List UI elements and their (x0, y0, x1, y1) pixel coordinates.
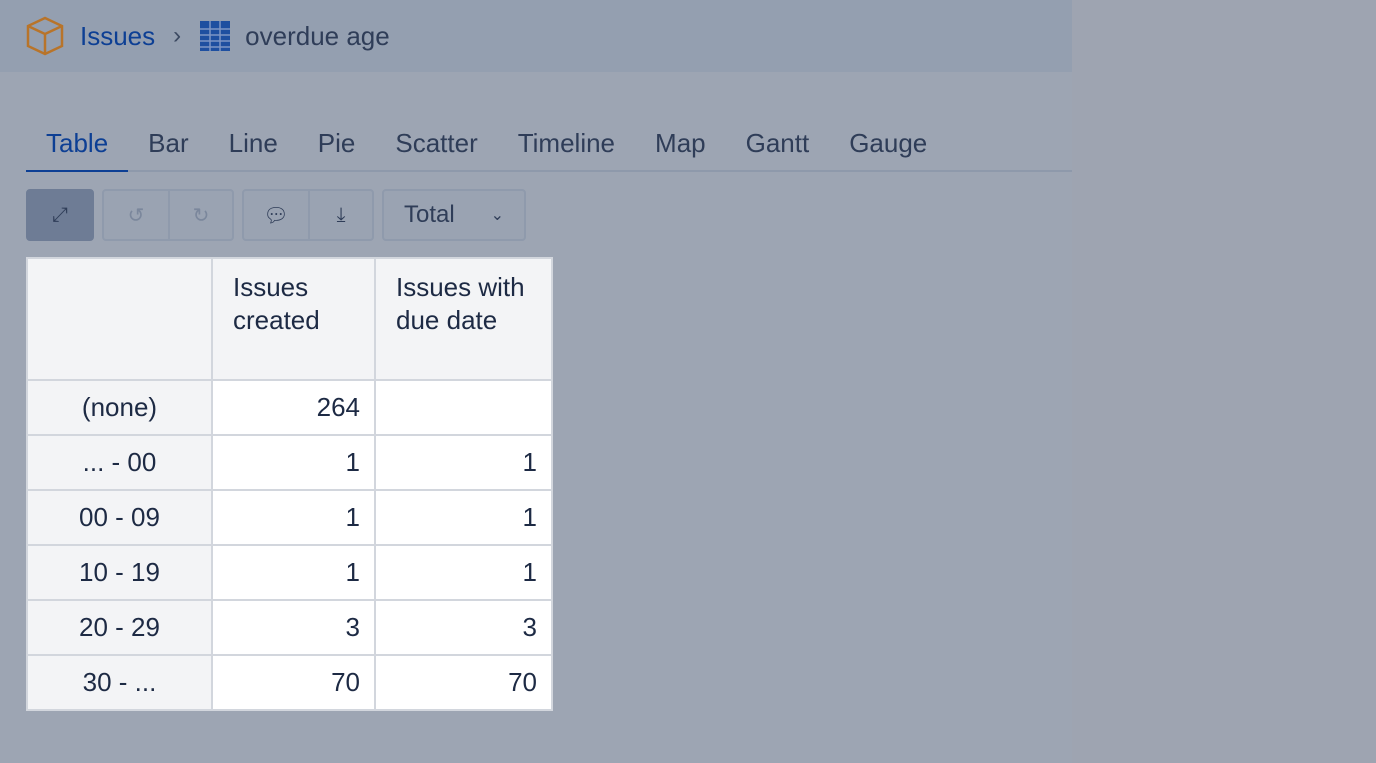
chevron-down-icon: ⌄ (490, 207, 504, 224)
cell-created: 1 (211, 489, 376, 546)
total-dropdown[interactable]: Total ⌄ (382, 189, 526, 241)
header-corner (26, 257, 213, 381)
tab-table[interactable]: Table (26, 124, 129, 172)
tab-gantt[interactable]: Gantt (745, 128, 810, 158)
cell-created: 1 (211, 434, 376, 491)
row-label[interactable]: 10 - 19 (26, 544, 213, 601)
dropdown-value: Total (404, 201, 455, 228)
row-label[interactable]: 00 - 09 (26, 489, 213, 546)
redo-button[interactable]: ↻ (168, 191, 232, 239)
cell-created: 3 (211, 599, 376, 656)
table-row: (none) 264 (26, 379, 553, 436)
row-label[interactable]: ... - 00 (26, 434, 213, 491)
chevron-right-icon: › (173, 22, 182, 49)
cell-created: 264 (211, 379, 376, 436)
tab-scatter[interactable]: Scatter (395, 128, 478, 158)
download-button[interactable]: ⤓ (308, 191, 372, 239)
tab-timeline[interactable]: Timeline (517, 128, 616, 158)
main-area: Issues › overdue age Table Bar Line Pie … (0, 0, 1072, 711)
cell-due: 1 (374, 544, 553, 601)
table-row: 10 - 19 1 1 (26, 544, 553, 601)
row-label[interactable]: 30 - ... (26, 654, 213, 711)
tab-map[interactable]: Map (655, 128, 706, 158)
tab-bar[interactable]: Bar (148, 128, 189, 158)
report-title: overdue age (245, 20, 390, 51)
row-label[interactable]: 20 - 29 (26, 599, 213, 656)
cell-created: 1 (211, 544, 376, 601)
header-issues-due[interactable]: Issues with due date (374, 257, 553, 381)
cell-due: 1 (374, 434, 553, 491)
table-row: 00 - 09 1 1 (26, 489, 553, 546)
table-icon (200, 21, 231, 51)
row-label[interactable]: (none) (26, 379, 213, 436)
comment-button[interactable]: 💬︎ (263, 204, 289, 227)
tab-gauge[interactable]: Gauge (849, 128, 928, 158)
table-row: ... - 00 1 1 (26, 434, 553, 491)
table-row: 30 - ... 70 70 (26, 654, 553, 711)
view-tabs: Table Bar Line Pie Scatter Timeline Map … (26, 124, 1072, 172)
cell-due: 3 (374, 599, 553, 656)
undo-button[interactable]: ↺ (127, 204, 145, 227)
cell-due: 1 (374, 489, 553, 546)
expand-icon: ⤢ (52, 203, 68, 226)
header: Issues › overdue age (0, 0, 1072, 72)
tab-line[interactable]: Line (228, 128, 278, 158)
table-row: 20 - 29 3 3 (26, 599, 553, 656)
cell-due: 70 (374, 654, 553, 711)
data-table: Issues created Issues with due date (non… (26, 257, 553, 711)
header-issues-created[interactable]: Issues created (211, 257, 376, 381)
expand-button[interactable]: ⤢ (26, 189, 94, 241)
breadcrumb-issues[interactable]: Issues (80, 20, 156, 51)
cell-due (374, 379, 553, 436)
tab-pie[interactable]: Pie (317, 128, 356, 158)
cell-created: 70 (211, 654, 376, 711)
cube-icon (26, 16, 64, 56)
toolbar: ⤢ ↺ ↻ 💬︎ ⤓ Total ⌄ (26, 189, 526, 241)
